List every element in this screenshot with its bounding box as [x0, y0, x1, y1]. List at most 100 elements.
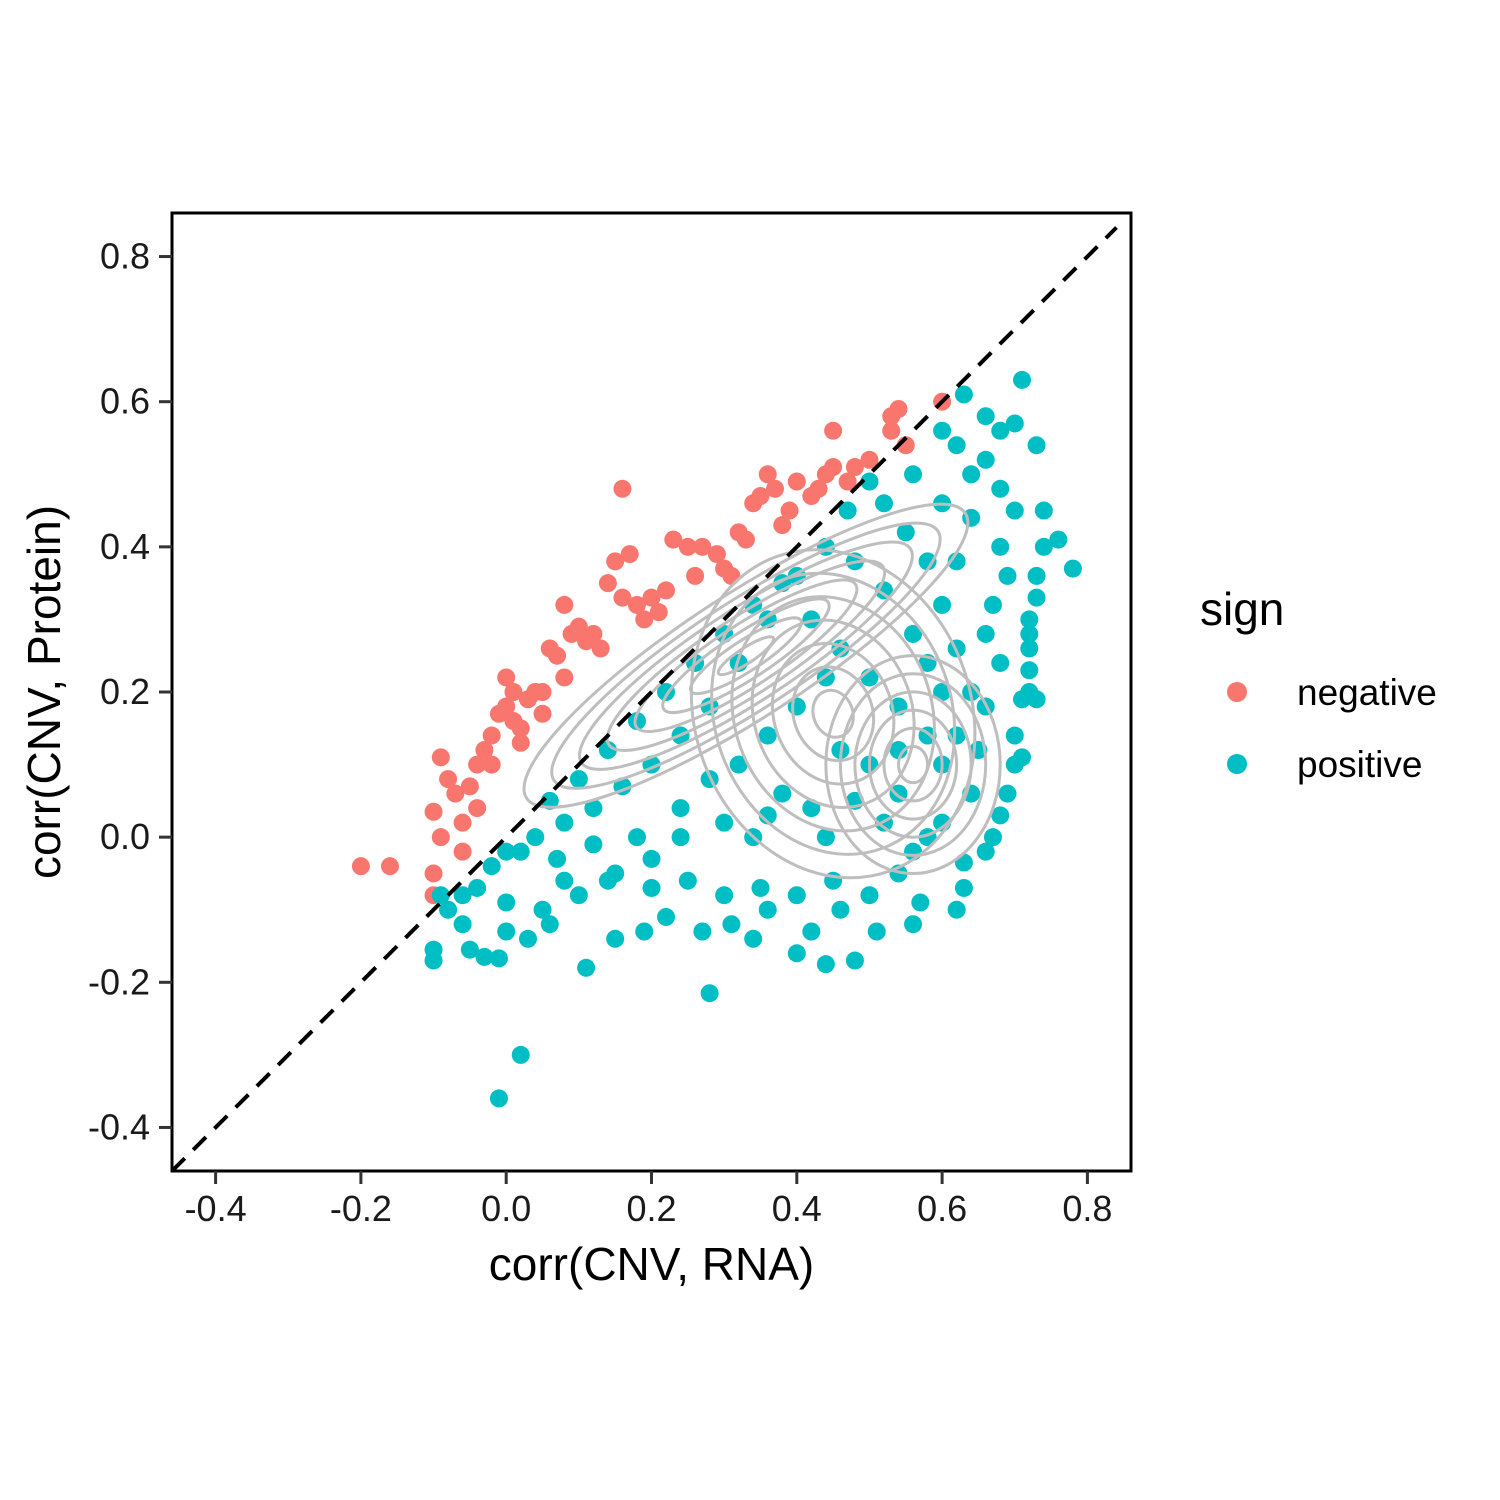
data-point-positive — [1063, 559, 1082, 578]
data-point-negative — [475, 741, 494, 760]
data-point-positive — [518, 929, 537, 948]
data-point-positive — [511, 842, 530, 861]
data-point-positive — [991, 479, 1010, 498]
data-point-negative — [497, 697, 516, 716]
data-point-positive — [1020, 639, 1039, 658]
legend-key-positive — [1227, 754, 1247, 774]
data-point-positive — [976, 407, 995, 426]
data-point-negative — [555, 595, 574, 614]
data-point-positive — [482, 857, 501, 876]
data-point-negative — [584, 624, 603, 643]
data-point-negative — [439, 770, 458, 789]
data-point-positive — [758, 726, 777, 745]
data-point-negative — [468, 799, 487, 818]
y-axis: -0.4 -0.2 0.0 0.2 0.4 0.6 0.8 — [88, 236, 172, 1147]
data-point-negative — [678, 537, 697, 556]
data-point-negative — [664, 530, 683, 549]
data-point-positive — [468, 878, 487, 897]
y-tick-label: -0.2 — [88, 961, 150, 1002]
data-point-positive — [715, 886, 734, 905]
data-point-positive — [1005, 501, 1024, 520]
density-contour — [824, 654, 1002, 876]
data-point-negative — [780, 501, 799, 520]
data-point-positive — [802, 922, 821, 941]
data-point-negative — [453, 813, 472, 832]
data-point-positive — [1049, 530, 1068, 549]
density-contour — [897, 744, 930, 785]
data-point-positive — [1034, 537, 1053, 556]
data-point-negative — [657, 581, 676, 600]
y-axis-title: corr(CNV, Protein) — [18, 505, 70, 879]
data-point-positive — [1027, 566, 1046, 585]
data-point-positive — [598, 741, 617, 760]
density-contour — [838, 672, 988, 857]
data-point-positive — [831, 900, 850, 919]
data-point-positive — [860, 472, 879, 491]
density-contour — [730, 595, 936, 833]
data-point-negative — [598, 574, 617, 593]
data-point-negative — [838, 472, 857, 491]
data-point-negative — [424, 802, 443, 821]
data-point-positive — [511, 1045, 530, 1064]
data-point-positive — [1020, 661, 1039, 680]
data-point-positive — [569, 770, 588, 789]
data-point-positive — [1005, 414, 1024, 433]
data-point-positive — [976, 842, 995, 861]
x-tick-label: 0.2 — [626, 1188, 676, 1229]
data-point-positive — [584, 799, 603, 818]
data-point-positive — [555, 871, 574, 890]
data-point-negative — [511, 733, 530, 752]
data-point-positive — [1027, 690, 1046, 709]
y-tick-label: 0.8 — [100, 236, 150, 277]
data-point-positive — [657, 907, 676, 926]
data-point-negative — [446, 784, 465, 803]
data-point-positive — [497, 922, 516, 941]
data-point-positive — [787, 944, 806, 963]
density-contour — [811, 688, 855, 739]
y-tick-label: 0.6 — [100, 381, 150, 422]
data-point-positive — [439, 900, 458, 919]
data-point-positive — [475, 947, 494, 966]
data-point-positive — [569, 886, 588, 905]
data-point-positive — [1013, 748, 1032, 767]
data-point-positive — [845, 951, 864, 970]
data-point-positive — [962, 465, 981, 484]
data-point-negative — [468, 755, 487, 774]
data-point-positive — [904, 624, 923, 643]
data-point-positive — [904, 915, 923, 934]
data-point-negative — [424, 864, 443, 883]
legend-title: sign — [1200, 583, 1284, 635]
data-point-positive — [1005, 726, 1024, 745]
data-point-negative — [620, 545, 639, 564]
data-point-negative — [773, 516, 792, 535]
data-point-positive — [729, 755, 748, 774]
data-point-negative — [693, 537, 712, 556]
data-point-positive — [933, 421, 952, 440]
data-point-positive — [867, 922, 886, 941]
density-contour — [522, 502, 970, 809]
x-axis: -0.4 -0.2 0.0 0.2 0.4 0.6 0.8 — [185, 1171, 1112, 1229]
data-point-negative — [882, 421, 901, 440]
data-point-positive — [751, 878, 770, 897]
data-point-positive — [671, 828, 690, 847]
data-point-negative — [635, 610, 654, 629]
data-points — [351, 370, 1082, 1108]
data-point-negative — [613, 588, 632, 607]
legend-items: negative positive — [1227, 672, 1437, 785]
y-tick-label: 0.0 — [100, 816, 150, 857]
data-point-positive — [489, 1089, 508, 1108]
data-point-negative — [482, 755, 501, 774]
data-point-negative — [824, 458, 843, 477]
data-point-negative — [824, 421, 843, 440]
data-point-positive — [933, 683, 952, 701]
data-point-positive — [627, 712, 646, 731]
data-point-positive — [744, 929, 763, 948]
data-point-positive — [918, 552, 937, 571]
x-tick-label: 0.6 — [917, 1188, 967, 1229]
data-point-negative — [758, 465, 777, 484]
legend-label-negative: negative — [1297, 672, 1437, 713]
y-tick-label: 0.2 — [100, 671, 150, 712]
data-point-negative — [504, 683, 523, 701]
data-point-positive — [758, 900, 777, 919]
